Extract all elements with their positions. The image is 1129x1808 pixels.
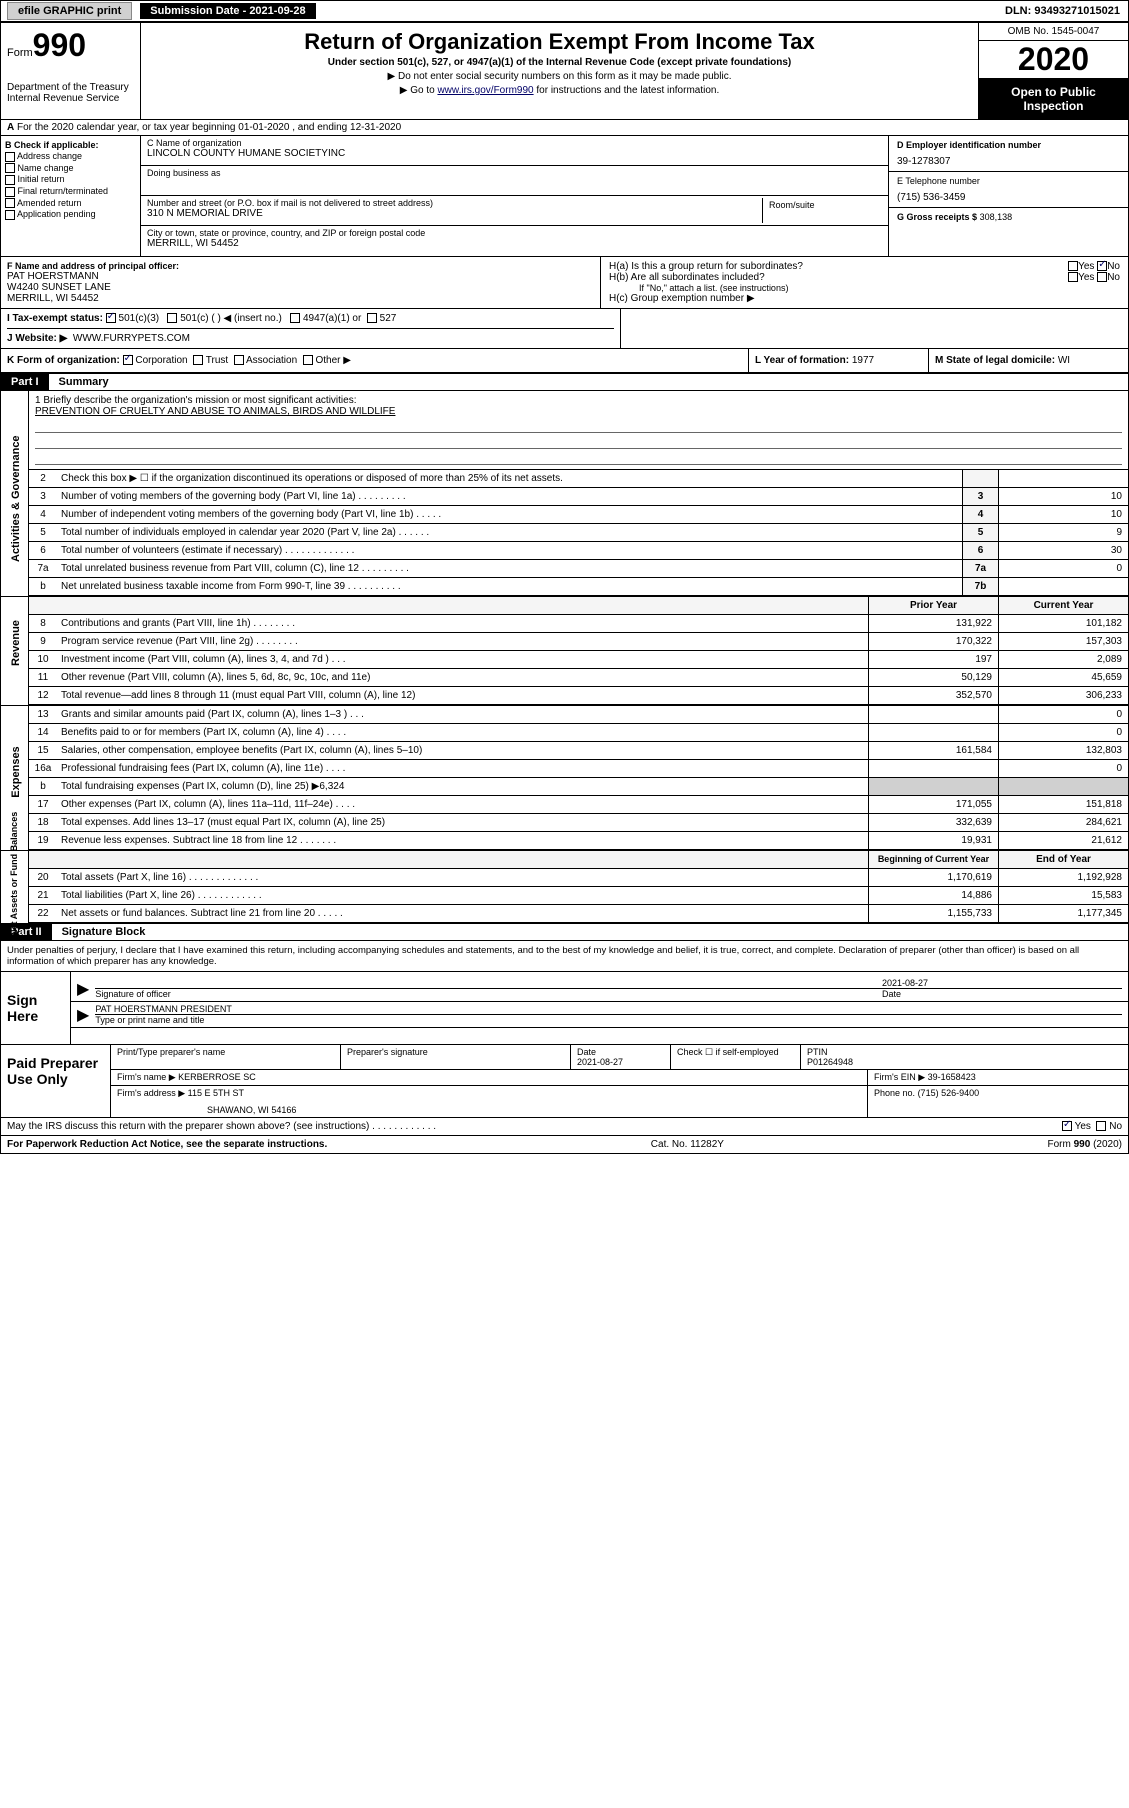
part1-header: Part ISummary bbox=[1, 373, 1128, 391]
row-ij: I Tax-exempt status: 501(c)(3) 501(c) ( … bbox=[1, 309, 1128, 349]
table-row: 16aProfessional fundraising fees (Part I… bbox=[29, 760, 1128, 778]
ptin: P01264948 bbox=[807, 1057, 1122, 1067]
table-row: 15Salaries, other compensation, employee… bbox=[29, 742, 1128, 760]
tax-year: 2020 bbox=[979, 41, 1128, 79]
sign-date: 2021-08-27 bbox=[882, 978, 1122, 988]
table-row: 12Total revenue—add lines 8 through 11 (… bbox=[29, 687, 1128, 705]
table-row: 11Other revenue (Part VIII, column (A), … bbox=[29, 669, 1128, 687]
box-deg: D Employer identification number 39-1278… bbox=[888, 136, 1128, 256]
omb-number: OMB No. 1545-0047 bbox=[979, 23, 1128, 41]
state-domicile: WI bbox=[1058, 355, 1070, 366]
table-row: 7aTotal unrelated business revenue from … bbox=[29, 560, 1128, 578]
website-url[interactable]: WWW.FURRYPETS.COM bbox=[73, 333, 190, 344]
street-address: 310 N MEMORIAL DRIVE bbox=[147, 208, 762, 219]
table-row: 5Total number of individuals employed in… bbox=[29, 524, 1128, 542]
net-header: Beginning of Current Year End of Year bbox=[29, 851, 1128, 869]
table-row: 9Program service revenue (Part VIII, lin… bbox=[29, 633, 1128, 651]
table-row: 8Contributions and grants (Part VIII, li… bbox=[29, 615, 1128, 633]
prep-date: 2021-08-27 bbox=[577, 1057, 664, 1067]
form-container: efile GRAPHIC print Submission Date - 20… bbox=[0, 0, 1129, 1154]
gross-receipts: 308,138 bbox=[980, 212, 1013, 222]
dln: DLN: 93493271015021 bbox=[1005, 5, 1128, 17]
dept-treasury: Department of the Treasury bbox=[7, 82, 134, 93]
block-fh: F Name and address of principal officer:… bbox=[1, 257, 1128, 309]
table-row: 3Number of voting members of the governi… bbox=[29, 488, 1128, 506]
table-row: 6Total number of volunteers (estimate if… bbox=[29, 542, 1128, 560]
form990-link[interactable]: www.irs.gov/Form990 bbox=[437, 85, 533, 96]
box-c: C Name of organization LINCOLN COUNTY HU… bbox=[141, 136, 888, 256]
part2-header: Part IISignature Block bbox=[1, 923, 1128, 941]
form-number: Form990 bbox=[7, 27, 134, 64]
table-row: 19Revenue less expenses. Subtract line 1… bbox=[29, 832, 1128, 850]
discuss-row: May the IRS discuss this return with the… bbox=[1, 1118, 1128, 1136]
table-row: bNet unrelated business taxable income f… bbox=[29, 578, 1128, 596]
side-revenue: Revenue bbox=[1, 597, 29, 705]
form-header: Form990 Department of the Treasury Inter… bbox=[1, 23, 1128, 120]
firm-address: 115 E 5TH ST bbox=[188, 1088, 244, 1098]
table-row: 10Investment income (Part VIII, column (… bbox=[29, 651, 1128, 669]
officer-signature: PAT HOERSTMANN PRESIDENT bbox=[95, 1004, 1122, 1014]
mission-text: PREVENTION OF CRUELTY AND ABUSE TO ANIMA… bbox=[35, 406, 1122, 417]
block-bcde: B Check if applicable: Address change Na… bbox=[1, 136, 1128, 257]
firm-phone: (715) 526-9400 bbox=[918, 1088, 980, 1098]
table-row: 17Other expenses (Part IX, column (A), l… bbox=[29, 796, 1128, 814]
city-state-zip: MERRILL, WI 54452 bbox=[147, 238, 882, 249]
submission-date: Submission Date - 2021-09-28 bbox=[140, 3, 315, 19]
efile-button[interactable]: efile GRAPHIC print bbox=[7, 2, 132, 20]
row-klm: K Form of organization: Corporation Trus… bbox=[1, 349, 1128, 373]
ein: 39-1278307 bbox=[897, 156, 1120, 167]
box-f: F Name and address of principal officer:… bbox=[1, 257, 601, 308]
table-row: 21Total liabilities (Part X, line 26) . … bbox=[29, 887, 1128, 905]
box-h: H(a) Is this a group return for subordin… bbox=[601, 257, 1128, 308]
officer-name: PAT HOERSTMANN bbox=[7, 271, 594, 282]
table-row: 2Check this box ▶ ☐ if the organization … bbox=[29, 470, 1128, 488]
side-governance: Activities & Governance bbox=[1, 391, 29, 596]
table-row: bTotal fundraising expenses (Part IX, co… bbox=[29, 778, 1128, 796]
topbar: efile GRAPHIC print Submission Date - 20… bbox=[1, 1, 1128, 23]
table-row: 14Benefits paid to or for members (Part … bbox=[29, 724, 1128, 742]
firm-name: KERBERROSE SC bbox=[178, 1072, 256, 1082]
line-a: A For the 2020 calendar year, or tax yea… bbox=[1, 120, 1128, 136]
side-net-assets: Net Assets or Fund Balances bbox=[1, 851, 29, 923]
form-subtitle: Under section 501(c), 527, or 4947(a)(1)… bbox=[147, 57, 972, 68]
table-row: 22Net assets or fund balances. Subtract … bbox=[29, 905, 1128, 923]
table-row: 13Grants and similar amounts paid (Part … bbox=[29, 706, 1128, 724]
table-row: 18Total expenses. Add lines 13–17 (must … bbox=[29, 814, 1128, 832]
mission-block: 1 Briefly describe the organization's mi… bbox=[29, 391, 1128, 470]
firm-ein: 39-1658423 bbox=[928, 1072, 976, 1082]
irs-label: Internal Revenue Service bbox=[7, 93, 134, 104]
open-inspection: Open to Public Inspection bbox=[979, 79, 1128, 119]
instruction-1: ▶ Do not enter social security numbers o… bbox=[147, 71, 972, 82]
table-row: 20Total assets (Part X, line 16) . . . .… bbox=[29, 869, 1128, 887]
sign-here-block: Sign Here ▶ Signature of officer 2021-08… bbox=[1, 972, 1128, 1044]
revenue-header: Prior Year Current Year bbox=[29, 597, 1128, 615]
box-b: B Check if applicable: Address change Na… bbox=[1, 136, 141, 256]
table-row: 4Number of independent voting members of… bbox=[29, 506, 1128, 524]
signature-declaration: Under penalties of perjury, I declare th… bbox=[1, 941, 1128, 972]
paid-preparer-block: Paid Preparer Use Only Print/Type prepar… bbox=[1, 1044, 1128, 1118]
form-title: Return of Organization Exempt From Incom… bbox=[147, 29, 972, 55]
page-footer: For Paperwork Reduction Act Notice, see … bbox=[1, 1136, 1128, 1153]
year-formation: 1977 bbox=[852, 355, 874, 366]
telephone: (715) 536-3459 bbox=[897, 192, 1120, 203]
instruction-2: ▶ Go to www.irs.gov/Form990 for instruct… bbox=[147, 85, 972, 96]
org-name: LINCOLN COUNTY HUMANE SOCIETYINC bbox=[147, 148, 882, 159]
